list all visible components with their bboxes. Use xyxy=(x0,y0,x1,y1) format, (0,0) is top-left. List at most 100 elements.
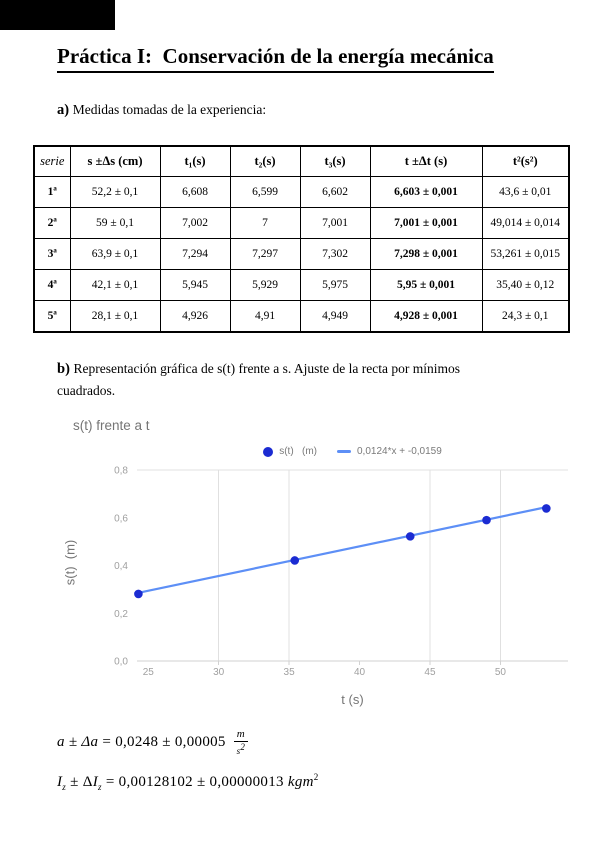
table-row: 4ª 42,1 ± 0,1 5,945 5,929 5,975 5,95 ± 0,001 3… xyxy=(33,269,570,301)
formula-iz-mid: ± Δ xyxy=(66,774,93,790)
chart-legend: s(t) (m) 0,0124*x + -0,0159 xyxy=(137,446,568,457)
formula-a-value: = 0,0248 ± 0,00005 xyxy=(98,733,230,750)
section-a-text: Medidas tomadas de la experiencia: xyxy=(72,102,267,117)
page-title: Práctica I: Conservación de la energía m… xyxy=(57,44,494,73)
cell-t2: 5,929 xyxy=(229,269,301,301)
section-b-text-line2: cuadrados. xyxy=(57,383,116,398)
legend-line-swatch xyxy=(336,450,351,453)
data-point xyxy=(134,589,143,599)
cell-serie: 1ª xyxy=(33,176,71,208)
header-serie: serie xyxy=(33,145,71,177)
cell-serie: 5ª xyxy=(33,300,71,333)
measurements-table-body: 1ª 52,2 ± 0,1 6,608 6,599 6,602 6,603 ± 0,001… xyxy=(33,176,570,333)
header-s: s ±Δs (cm) xyxy=(69,145,161,177)
formula-a-lhs: a ± Δa xyxy=(57,733,99,750)
cell-t: 5,95 ± 0,001 xyxy=(369,269,483,301)
legend-series-label: s(t) (m) xyxy=(279,446,317,457)
svg-text:45: 45 xyxy=(424,667,436,678)
x-axis-title: t (s) xyxy=(341,692,364,707)
svg-text:0,6: 0,6 xyxy=(114,513,128,524)
data-point xyxy=(405,532,415,541)
cell-t2: 7,297 xyxy=(229,238,301,270)
trendline xyxy=(137,506,548,594)
cell-t: 6,603 ± 0,001 xyxy=(369,176,483,208)
cell-t2s: 49,014 ± 0,014 xyxy=(481,207,570,239)
header-t2: t₂(s) xyxy=(229,145,301,177)
cell-t2s: 43,6 ± 0,01 xyxy=(481,176,570,208)
cell-serie: 2ª xyxy=(33,207,71,239)
cell-t2s: 24,3 ± 0,1 xyxy=(481,300,570,333)
svg-text:50: 50 xyxy=(495,667,507,678)
header-t-squared: t²(s²) xyxy=(481,145,570,177)
data-point xyxy=(290,556,300,565)
cell-s: 59 ± 0,1 xyxy=(69,207,161,239)
section-b-heading: b) Representación gráfica de s(t) frente… xyxy=(57,358,549,401)
chart-title: s(t) frente a t xyxy=(73,418,150,433)
cell-t1: 7,002 xyxy=(159,207,231,239)
cell-t2s: 53,261 ± 0,015 xyxy=(481,238,570,270)
section-b-label: b) xyxy=(57,361,74,377)
cell-t1: 5,945 xyxy=(159,269,231,301)
cell-t2: 6,599 xyxy=(229,176,301,208)
legend-trendline-label: 0,0124*x + -0,0159 xyxy=(356,446,442,457)
cell-t2: 7 xyxy=(229,207,301,239)
legend-item-trendline: 0,0124*x + -0,0159 xyxy=(336,446,442,457)
svg-text:0,0: 0,0 xyxy=(114,657,128,668)
cell-s: 28,1 ± 0,1 xyxy=(69,300,161,333)
unit-numerator: m xyxy=(233,729,249,742)
cell-t: 7,001 ± 0,001 xyxy=(369,207,483,239)
cell-t3: 6,602 xyxy=(299,176,371,208)
svg-text:0,2: 0,2 xyxy=(114,609,128,620)
chart: s(t) frente a t s(t) (m) 0,0124*x + -0,0… xyxy=(0,410,600,720)
header-t3: t₃(s) xyxy=(299,145,371,177)
data-point xyxy=(482,515,491,525)
table-header-row: serie s ±Δs (cm) t₁(s) t₂(s) t₃(s) t ±Δt… xyxy=(33,145,570,177)
formula-a-unit-fraction: m s2 xyxy=(233,729,249,756)
cell-s: 42,1 ± 0,1 xyxy=(69,269,161,301)
cell-t1: 6,608 xyxy=(159,176,231,208)
svg-text:0,4: 0,4 xyxy=(114,561,128,572)
header-t1: t₁(s) xyxy=(159,145,231,177)
formula-iz-unit-exp: 2 xyxy=(313,772,319,782)
cell-serie: 3ª xyxy=(33,238,71,270)
legend-item-series: s(t) (m) xyxy=(263,446,317,457)
section-b-text-line1: Representación gráfica de s(t) frente a … xyxy=(73,361,461,376)
cell-t3: 7,302 xyxy=(299,238,371,270)
svg-text:30: 30 xyxy=(213,667,225,678)
section-a-label: a) xyxy=(57,102,73,118)
formula-inertia: Iz ± ΔIz = 0,00128102 ± 0,00000013 kgm2 xyxy=(57,772,319,792)
table-row: 2ª 59 ± 0,1 7,002 7 7,001 7,001 ± 0,001 49,014… xyxy=(33,207,570,239)
formula-iz-value: = 0,00128102 ± 0,00000013 xyxy=(101,774,288,790)
svg-text:35: 35 xyxy=(284,667,296,678)
table-row: 3ª 63,9 ± 0,1 7,294 7,297 7,302 7,298 ± 0,001… xyxy=(33,238,570,270)
cell-serie: 4ª xyxy=(33,269,71,301)
formula-iz-unit: kgm xyxy=(287,774,314,790)
cell-s: 52,2 ± 0,1 xyxy=(69,176,161,208)
cell-t: 7,298 ± 0,001 xyxy=(369,238,483,270)
formula-iz-var2: I xyxy=(92,774,98,790)
section-a-heading: a) Medidas tomadas de la experiencia: xyxy=(57,99,266,121)
measurements-table: serie s ±Δs (cm) t₁(s) t₂(s) t₃(s) t ±Δt… xyxy=(33,145,570,333)
scan-corner-artifact xyxy=(0,0,115,30)
unit-denominator: s2 xyxy=(236,742,246,756)
svg-text:0,8: 0,8 xyxy=(114,466,128,477)
formula-iz-sub2: z xyxy=(98,782,102,792)
scatter-plot: 0,0 0,2 0,4 0,6 0,8 25 30 35 40 45 50 xyxy=(114,466,568,678)
cell-t3: 5,975 xyxy=(299,269,371,301)
cell-t1: 4,926 xyxy=(159,300,231,333)
y-axis-title: s(t) (m) xyxy=(62,539,78,586)
table-row: 1ª 52,2 ± 0,1 6,608 6,599 6,602 6,603 ± 0,001… xyxy=(33,176,570,208)
table-row: 5ª 28,1 ± 0,1 4,926 4,91 4,949 4,928 ± 0,001 2… xyxy=(33,300,570,333)
svg-text:25: 25 xyxy=(143,667,155,678)
formula-iz-var1: I xyxy=(57,774,63,790)
cell-t3: 4,949 xyxy=(299,300,371,333)
cell-s: 63,9 ± 0,1 xyxy=(69,238,161,270)
header-t-mean: t ±Δt (s) xyxy=(369,145,483,177)
data-point xyxy=(542,504,551,513)
cell-t1: 7,294 xyxy=(159,238,231,270)
cell-t: 4,928 ± 0,001 xyxy=(369,300,483,333)
svg-text:40: 40 xyxy=(354,667,366,678)
legend-point-swatch xyxy=(263,446,274,457)
formula-iz-sub1: z xyxy=(62,782,67,792)
